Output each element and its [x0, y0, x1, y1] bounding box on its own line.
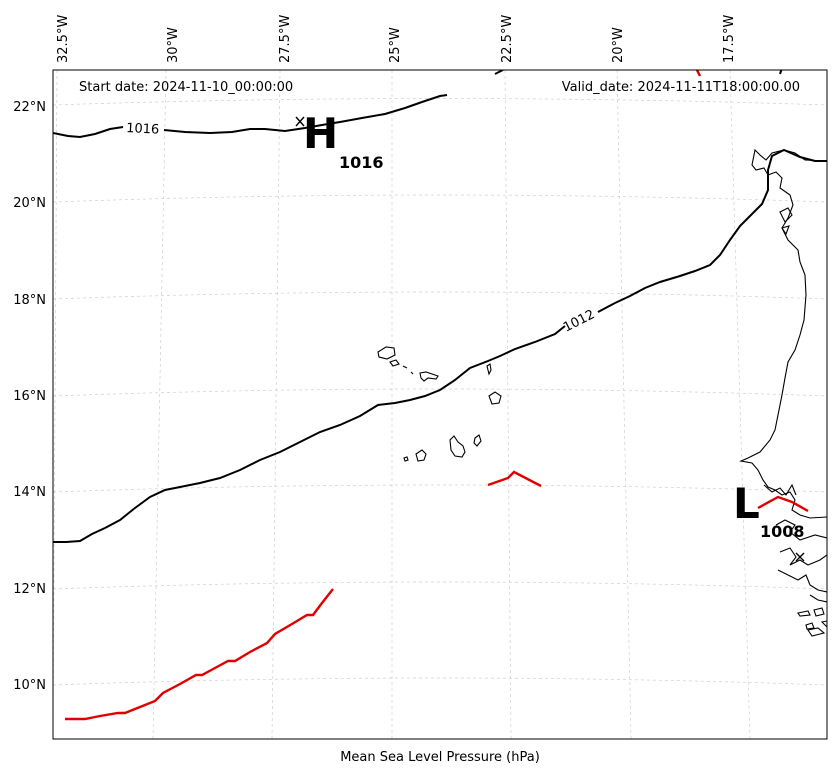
gridlines: [53, 70, 827, 739]
lon-label-27-5w: 27.5°W: [278, 15, 293, 63]
contour-label-1016: 1016: [126, 121, 160, 138]
valid-date-label: Valid_date: 2024-11-11T18:00:00.00: [562, 80, 800, 95]
fronts: [65, 470, 809, 721]
low-center-value: 1008: [760, 522, 805, 541]
front-central: [487, 470, 542, 488]
isobars: 1016 1012: [53, 70, 827, 543]
longitude-labels: 32.5°W 30°W 27.5°W 25°W 22.5°W 20°W 17.5…: [56, 15, 737, 63]
contour-label-1012: 1012: [561, 307, 597, 335]
lat-label-20n: 20°N: [13, 196, 46, 211]
lon-label-20w: 20°W: [611, 27, 626, 63]
cape-verde-islands: [377, 346, 502, 462]
map-xlabel: Mean Sea Level Pressure (hPa): [340, 750, 540, 765]
high-center-value: 1016: [339, 153, 384, 172]
front-southwest: [65, 588, 334, 721]
high-center-letter: H: [303, 109, 338, 158]
lon-label-22-5w: 22.5°W: [500, 15, 515, 63]
lat-label-18n: 18°N: [13, 293, 46, 308]
lon-label-25w: 25°W: [388, 27, 403, 63]
low-center-letter: L: [733, 479, 760, 528]
map-frame: [52, 69, 828, 740]
isobar-1016: [53, 94, 448, 139]
isobar-top-right: [779, 70, 783, 75]
lat-label-22n: 22°N: [13, 100, 46, 115]
lat-label-12n: 12°N: [13, 582, 46, 597]
isobar-1012: [53, 148, 827, 543]
high-center-marker: [295, 116, 305, 127]
pressure-centers: H 1016 L 1008: [295, 109, 805, 562]
isobar-top-red: [695, 70, 702, 77]
start-date-label: Start date: 2024-11-10_00:00:00: [79, 80, 293, 95]
lon-label-30w: 30°W: [166, 27, 181, 63]
lon-label-17-5w: 17.5°W: [722, 15, 737, 63]
low-center-marker: [795, 552, 805, 562]
lon-label-32-5w: 32.5°W: [56, 15, 71, 63]
lat-label-16n: 16°N: [13, 389, 46, 404]
latitude-labels: 22°N 20°N 18°N 16°N 14°N 12°N 10°N: [13, 100, 46, 693]
isobar-1016-top: [494, 70, 504, 75]
front-east: [757, 495, 809, 513]
lat-label-14n: 14°N: [13, 485, 46, 500]
coastline-africa: [739, 148, 827, 637]
lat-label-10n: 10°N: [13, 678, 46, 693]
map-area: 1016 1012 H 1016 L 1008 Start date: 2024…: [53, 70, 827, 739]
